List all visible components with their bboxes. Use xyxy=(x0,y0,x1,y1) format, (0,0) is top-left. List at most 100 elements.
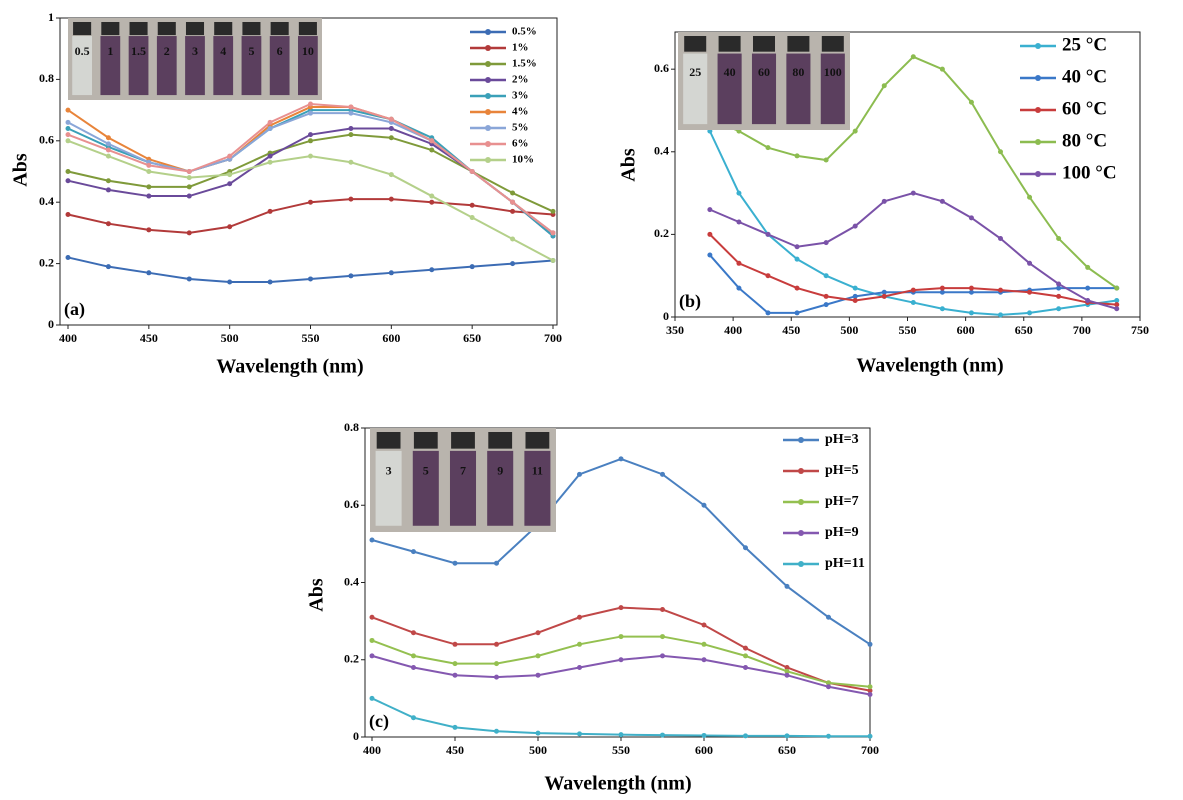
data-point xyxy=(577,664,582,670)
legend-label: 2% xyxy=(512,74,529,86)
data-point xyxy=(65,138,71,144)
data-point xyxy=(867,641,873,647)
data-point xyxy=(618,657,624,663)
data-point xyxy=(1056,236,1062,242)
data-point xyxy=(348,126,354,132)
legend-marker xyxy=(485,141,491,147)
x-tick-label: 500 xyxy=(529,743,547,757)
vial-label: 4 xyxy=(220,44,226,58)
data-point xyxy=(939,306,945,312)
data-point xyxy=(146,270,152,276)
legend-marker xyxy=(1035,107,1041,113)
data-point xyxy=(65,178,71,184)
data-point xyxy=(939,289,945,295)
x-tick-label: 600 xyxy=(695,743,713,757)
vial-label: 6 xyxy=(277,44,283,58)
data-point xyxy=(186,193,192,199)
x-tick-label: 650 xyxy=(1015,323,1033,337)
data-point xyxy=(784,733,790,739)
data-point xyxy=(411,664,416,670)
x-tick-label: 600 xyxy=(382,331,400,345)
data-point xyxy=(348,196,354,202)
legend-label: 4% xyxy=(512,106,529,118)
data-point xyxy=(510,208,516,214)
data-point xyxy=(227,181,233,187)
x-tick-label: 650 xyxy=(778,743,796,757)
data-point xyxy=(823,293,829,299)
vial-cap xyxy=(242,22,261,36)
data-point xyxy=(867,684,873,690)
data-point xyxy=(794,153,800,159)
vial-label: 1.5 xyxy=(131,44,146,58)
data-point xyxy=(743,733,748,739)
y-tick-label: 0.2 xyxy=(39,255,54,269)
data-point xyxy=(1056,306,1062,312)
data-point xyxy=(1085,297,1091,303)
legend-marker xyxy=(485,125,491,131)
vial-cap xyxy=(684,36,707,52)
data-point xyxy=(826,733,831,739)
y-tick-label: 0.4 xyxy=(344,574,359,588)
x-tick-label: 650 xyxy=(463,331,481,345)
vial-cap xyxy=(157,22,176,36)
data-point xyxy=(794,310,800,316)
data-point xyxy=(618,456,624,462)
data-point xyxy=(701,657,707,663)
y-tick-label: 0.2 xyxy=(344,652,359,666)
vial xyxy=(241,36,262,96)
data-point xyxy=(146,184,152,190)
legend-label: 1% xyxy=(512,42,529,54)
data-point xyxy=(411,549,416,555)
data-point xyxy=(411,630,416,636)
legend-label: 40 °C xyxy=(1062,66,1107,87)
data-point xyxy=(65,107,71,113)
x-tick-label: 750 xyxy=(1131,323,1149,337)
data-point xyxy=(105,153,111,159)
legend-label: pH=9 xyxy=(825,525,859,540)
data-point xyxy=(826,614,831,620)
data-point xyxy=(660,653,665,659)
x-tick-label: 500 xyxy=(840,323,858,337)
vial-label: 25 xyxy=(689,65,701,79)
data-point xyxy=(550,258,556,264)
data-point xyxy=(707,207,713,213)
data-point xyxy=(186,169,192,174)
data-point xyxy=(388,126,394,132)
data-point xyxy=(452,724,458,730)
data-point xyxy=(939,198,945,204)
legend-marker xyxy=(1035,171,1041,177)
data-point xyxy=(736,190,742,196)
vial-label: 3 xyxy=(386,463,392,477)
y-tick-label: 0.6 xyxy=(344,497,359,511)
data-point xyxy=(429,138,435,144)
data-point xyxy=(1027,310,1033,316)
data-point xyxy=(867,692,873,698)
legend-label: 5% xyxy=(512,122,529,134)
data-point xyxy=(65,132,71,138)
data-point xyxy=(784,664,790,670)
data-point xyxy=(510,199,516,205)
data-point xyxy=(1085,285,1091,291)
data-point xyxy=(146,193,152,199)
data-point xyxy=(852,297,858,303)
series-line xyxy=(371,697,870,738)
data-point xyxy=(411,715,416,721)
data-point xyxy=(388,116,394,122)
y-tick-label: 0 xyxy=(353,729,359,743)
data-point xyxy=(736,260,742,266)
data-point xyxy=(998,287,1003,293)
data-point xyxy=(998,149,1003,155)
data-point xyxy=(968,215,974,221)
data-point xyxy=(968,310,974,316)
data-point xyxy=(65,126,71,132)
data-point xyxy=(1114,285,1120,291)
data-point xyxy=(65,119,71,125)
vial xyxy=(524,450,551,526)
legend-marker xyxy=(485,157,491,163)
legend-marker xyxy=(485,45,491,51)
data-point xyxy=(823,240,829,246)
vial-cap xyxy=(821,36,844,52)
data-point xyxy=(881,293,887,299)
vial-cap xyxy=(73,22,92,36)
legend-marker xyxy=(485,61,491,67)
